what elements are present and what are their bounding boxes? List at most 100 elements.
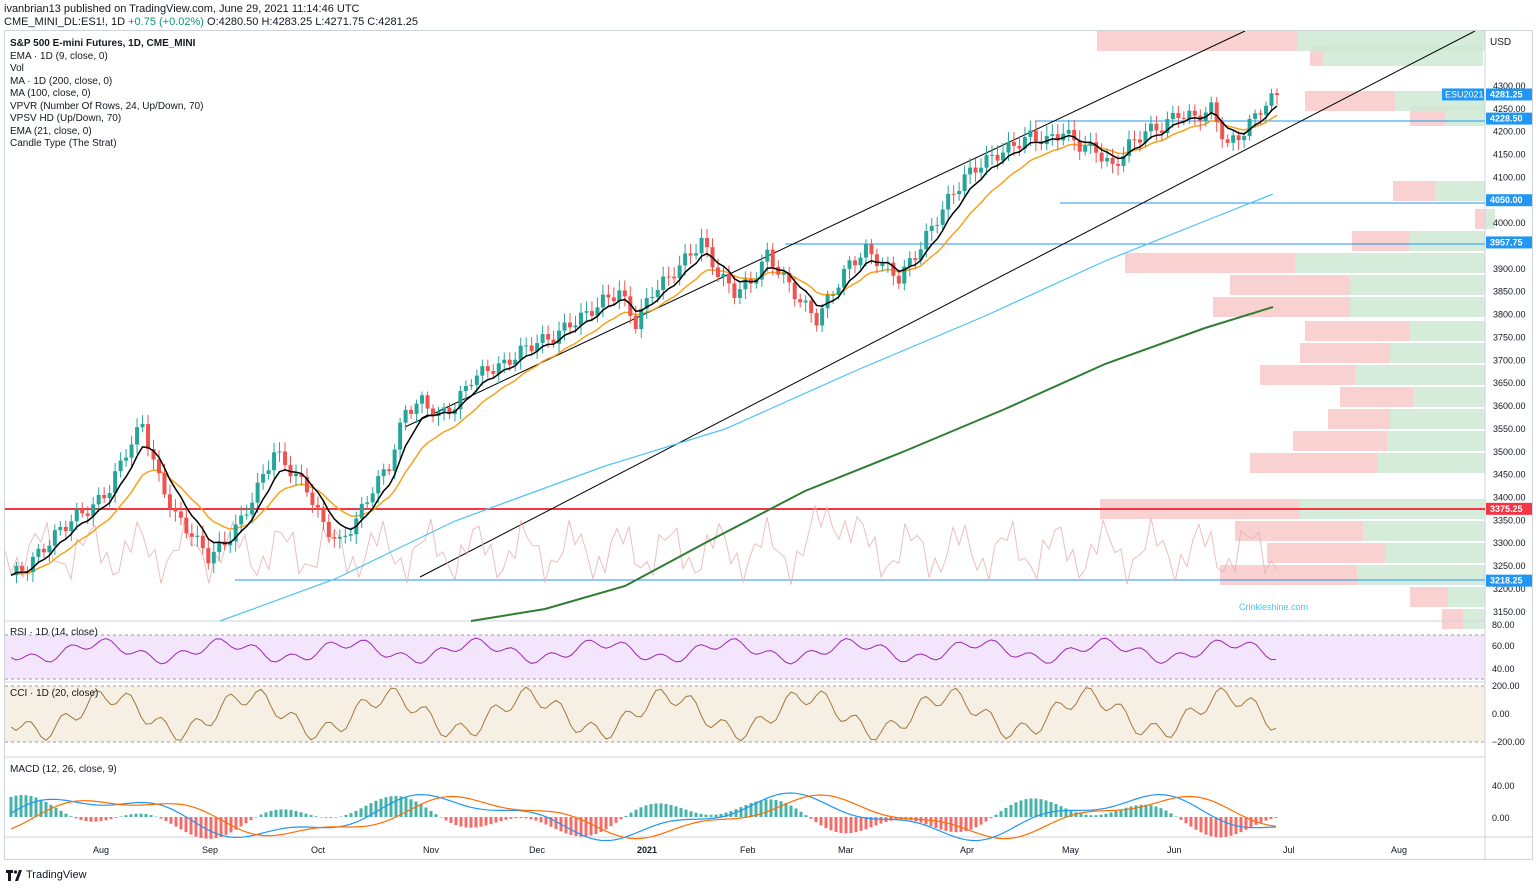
macd-bar: [374, 800, 378, 817]
macd-bar: [574, 817, 578, 837]
price-badge: [1486, 112, 1532, 125]
cci-label[interactable]: CCI · 1D (20, close): [10, 688, 99, 699]
macd-bar: [1119, 809, 1123, 817]
candle-body: [173, 508, 178, 512]
macd-bar: [1229, 817, 1233, 836]
candle-body: [200, 535, 205, 549]
footer-brand: TradingView: [26, 869, 87, 881]
macd-bar: [1039, 799, 1043, 817]
candle-body: [1137, 139, 1142, 143]
footer: TradingView: [6, 869, 87, 881]
rsi-band: [5, 635, 1485, 679]
vp-row-down: [1475, 209, 1485, 229]
cci-band: [5, 686, 1485, 742]
macd-bar: [1189, 817, 1193, 827]
candle-body: [1258, 113, 1263, 115]
candle-body: [814, 313, 819, 326]
candle-body: [1236, 135, 1241, 141]
legend-item[interactable]: VPVR (Number Of Rows, 24, Up/Down, 70): [10, 100, 204, 112]
currency-label[interactable]: USD: [1490, 37, 1512, 48]
macd-bar: [79, 817, 83, 820]
macd-bar: [59, 810, 63, 817]
macd-bar: [104, 817, 108, 821]
macd-bar: [444, 817, 448, 821]
candle-body: [1011, 141, 1016, 146]
macd-bar: [1154, 806, 1158, 817]
candle-body: [107, 493, 112, 499]
macd-bar: [409, 799, 413, 817]
candle-body: [518, 345, 523, 360]
legend-item[interactable]: MA (100, close, 0): [10, 88, 91, 99]
macd-bar: [404, 797, 408, 817]
legend-item[interactable]: EMA · 1D (9, close, 0): [10, 50, 108, 62]
candle-body: [990, 154, 995, 156]
macd-bar: [464, 817, 468, 828]
price-axis: 4300.00 4250.00 4200.00 4150.00 4100.00 4000.…: [1493, 81, 1526, 617]
candle-body: [759, 261, 764, 280]
candle-body: [951, 193, 956, 195]
candle-body: [102, 494, 107, 499]
rsi-tick: 80.00: [1492, 620, 1515, 630]
macd-bar: [734, 809, 738, 817]
macd-bar: [474, 817, 478, 828]
candle-body: [1088, 142, 1093, 146]
legend-item[interactable]: MA · 1D (200, close, 0): [10, 75, 113, 87]
candle-body: [151, 449, 156, 460]
candle-body: [332, 537, 337, 539]
macd-bar: [514, 817, 518, 819]
macd-bar: [239, 817, 243, 827]
candle-body: [732, 283, 737, 298]
macd-bar: [569, 817, 573, 835]
chart-area[interactable]: 4300.00 4250.00 4200.00 4150.00 4100.00 4000.…: [4, 30, 1533, 860]
macd-bar: [389, 796, 393, 817]
candle-body: [480, 366, 485, 376]
macd-bar: [984, 817, 988, 822]
channel-lower[interactable]: [419, 31, 1476, 578]
macd-bar: [329, 817, 333, 818]
macd-bar: [1029, 798, 1033, 817]
price-badge-text: 3957.75: [1490, 237, 1523, 247]
macd-bar: [1164, 810, 1168, 817]
candle-body: [315, 504, 320, 508]
candle-body: [1253, 113, 1258, 119]
macd-bar: [1224, 817, 1228, 837]
legend-item[interactable]: S&P 500 E-mini Futures, 1D, CME_MINI: [10, 38, 196, 49]
macd-bar: [114, 817, 118, 818]
candle-body: [683, 253, 688, 266]
macd-bar: [289, 810, 293, 817]
candle-body: [984, 155, 989, 168]
candle-body: [63, 526, 68, 532]
channel-upper[interactable]: [404, 31, 1246, 428]
candle-body: [677, 265, 682, 279]
chart-canvas[interactable]: 4300.00 4250.00 4200.00 4150.00 4100.00 4000.…: [5, 31, 1533, 860]
legend-item[interactable]: VPSV HD (Up/Down, 70): [10, 113, 122, 124]
macd-bar: [1204, 817, 1208, 835]
indicator-legend: S&P 500 E-mini Futures, 1D, CME_MINI EMA…: [10, 38, 203, 151]
legend-item[interactable]: EMA (21, close, 0): [10, 125, 92, 137]
macd-bar: [29, 796, 33, 817]
candle-body: [69, 521, 74, 532]
change-text: +0.75 (+0.02%): [128, 16, 204, 28]
price-badges: 4281.25 ESU2021 4228.50 4050.00 3957.75 3375.…: [1442, 88, 1532, 587]
macd-bar: [894, 817, 898, 820]
candle-body: [1028, 130, 1033, 138]
price-badge-text: 4281.25: [1490, 89, 1523, 99]
macd-bar: [979, 817, 983, 825]
macd-bar: [1214, 817, 1218, 838]
rsi-label[interactable]: RSI · 1D (14, close): [10, 627, 98, 638]
legend-item[interactable]: Vol: [10, 63, 24, 74]
macd-bar: [1194, 817, 1198, 830]
candle-body: [178, 511, 183, 518]
macd-label[interactable]: MACD (12, 26, close, 9): [10, 764, 117, 775]
macd-bar: [504, 817, 508, 820]
price-badge-text: 4228.50: [1490, 114, 1523, 124]
price-tick: 4300.00: [1493, 81, 1526, 91]
candle-body: [661, 276, 666, 290]
candle-body: [1000, 152, 1005, 161]
price-badge-text: 4050.00: [1490, 195, 1523, 205]
legend-item[interactable]: Candle Type (The Strat): [10, 138, 117, 149]
candle-body: [1017, 145, 1022, 149]
macd-bar: [1089, 815, 1093, 817]
macd-bar: [644, 805, 648, 817]
macd-bar: [494, 817, 498, 823]
